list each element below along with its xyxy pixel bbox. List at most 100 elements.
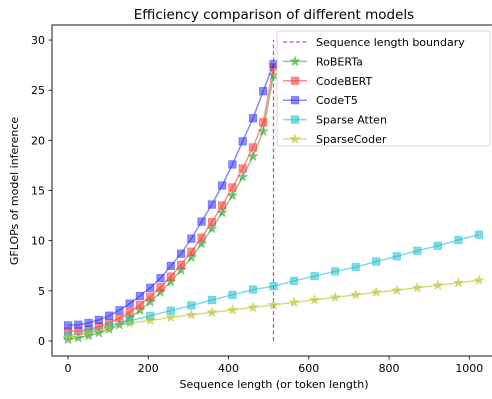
legend-swatch-marker [290,115,300,124]
legend-swatch-marker [290,76,300,85]
data-point [238,137,247,146]
legend-item: CodeBERT [283,75,373,88]
y-tick-label: 0 [38,335,45,348]
data-point [433,241,442,250]
data-point [125,307,134,317]
data-point [370,286,382,298]
legend: Sequence length boundary RoBERTa CodeBERT C… [276,30,491,147]
data-point [454,235,463,245]
data-point [176,249,186,258]
legend-item: RoBERTa [283,55,363,68]
data-point [165,311,177,323]
series-codet5 [63,60,278,330]
data-point [269,282,278,291]
data-point [115,313,124,323]
y-axis-title: GFLOPs of model inference [8,117,21,265]
x-axis: 0 200 400 600 800 1000 [65,356,483,375]
data-point [135,291,145,301]
data-point [125,299,134,308]
data-point [218,201,227,210]
data-point [135,300,145,309]
data-point [247,301,259,313]
legend-swatch-marker [289,55,301,67]
data-point [146,283,155,292]
series-line [67,75,275,341]
data-point [432,279,444,291]
legend-swatch-marker [289,133,301,144]
data-point [187,247,196,256]
series-codebert [63,63,278,336]
data-point [228,183,237,192]
data-point [259,87,268,96]
data-point [331,267,340,276]
data-point [238,164,247,173]
data-point [166,272,175,281]
series-line [67,63,275,327]
data-point [372,257,381,266]
data-point [156,283,165,292]
series-layer [62,60,485,345]
x-tick-label: 200 [138,362,159,375]
data-point [197,217,206,226]
chart-title: Efficiency comparison of different model… [134,7,414,23]
y-tick-label: 15 [31,185,45,198]
legend-box [276,30,491,147]
y-tick-label: 10 [31,235,45,248]
data-point [105,311,114,320]
data-point [392,252,401,261]
data-point [207,217,216,227]
data-point [452,276,464,288]
x-tick-label: 600 [298,362,319,375]
y-tick-label: 25 [31,84,45,97]
data-point [206,306,218,318]
data-point [144,314,156,326]
data-point [411,281,423,293]
data-point [185,309,197,320]
data-point [391,284,403,296]
x-tick-label: 0 [65,362,72,375]
legend-label: CodeT5 [316,94,358,107]
legend-label: RoBERTa [316,55,363,68]
data-point [124,317,136,329]
legend-item: SparseCoder [283,133,387,146]
data-point [289,276,299,285]
legend-item: Sparse Atten [283,114,387,127]
legend-item: Sequence length boundary [283,36,465,49]
data-point [329,291,341,303]
data-point [187,301,196,310]
y-tick-label: 30 [31,34,45,47]
legend-label: Sparse Atten [316,114,387,127]
y-axis: 0 5 10 15 20 25 30 [31,34,52,348]
data-point [473,274,485,286]
data-point [351,262,360,272]
data-point [413,246,422,255]
data-point [288,296,300,308]
data-point [83,327,95,338]
data-point [474,230,484,239]
legend-label: CodeBERT [316,75,373,88]
data-point [228,290,237,299]
data-point [166,261,175,271]
legend-label: Sequence length boundary [316,36,465,49]
data-point [309,293,321,305]
data-point [62,332,74,343]
data-point [197,233,206,242]
data-point [267,298,280,310]
data-point [187,234,196,243]
data-point [63,321,73,330]
legend-label: SparseCoder [316,133,387,146]
data-point [226,304,238,315]
x-tick-label: 1000 [455,362,483,375]
data-point [248,114,258,123]
data-point [248,143,258,152]
data-point [269,60,278,69]
data-point [94,315,103,324]
data-point [228,160,237,169]
data-point [310,272,319,281]
y-tick-label: 20 [31,134,45,147]
x-tick-label: 800 [379,362,400,375]
legend-item: CodeT5 [283,94,358,107]
series-sparsecoder [62,274,485,343]
data-point [248,285,258,294]
